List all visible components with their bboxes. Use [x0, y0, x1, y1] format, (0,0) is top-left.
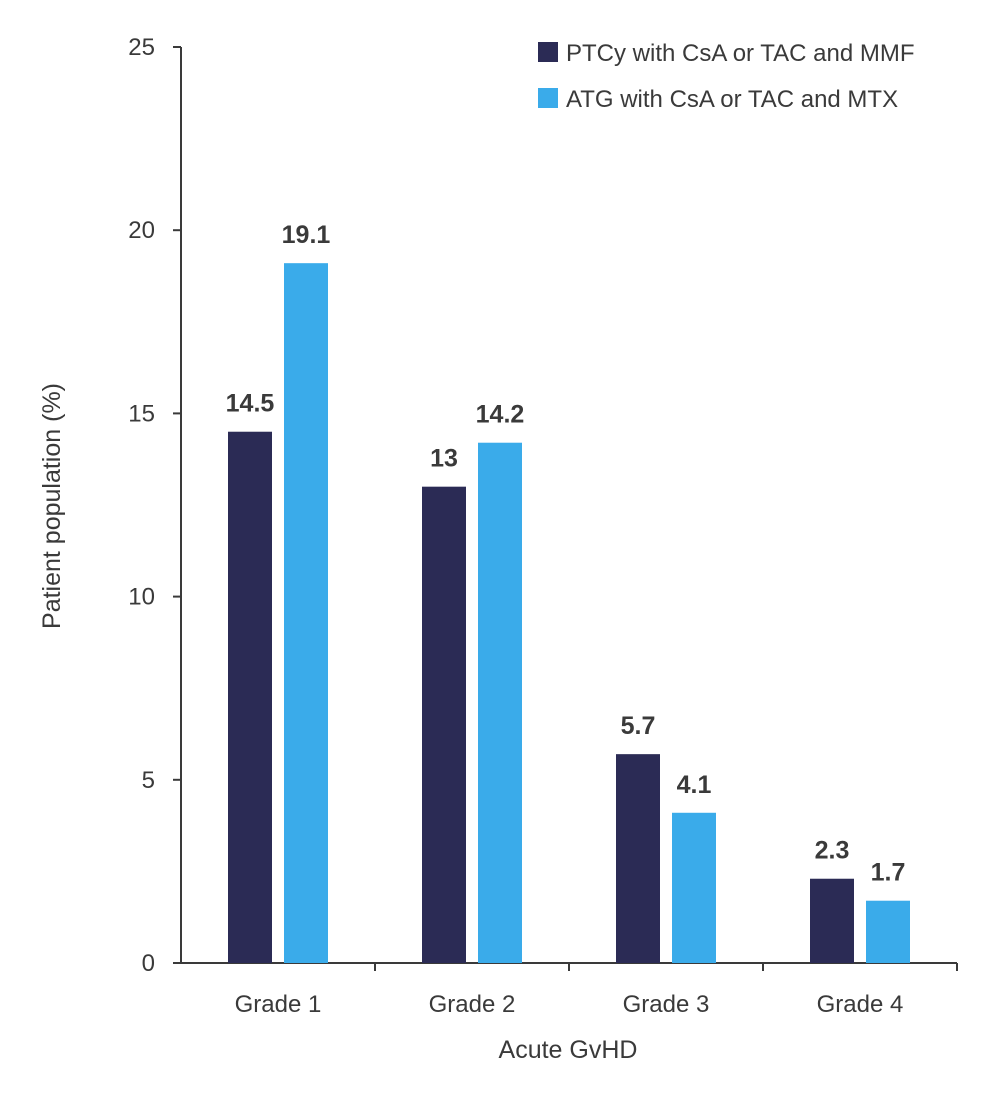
- x-tick-label: Grade 3: [623, 991, 710, 1018]
- y-tick-label: 20: [128, 217, 155, 244]
- legend-label: PTCy with CsA or TAC and MMF: [566, 40, 915, 67]
- data-label: 1.7: [871, 859, 906, 887]
- bar-series2-grade-2: [478, 442, 522, 963]
- x-tick-label: Grade 1: [235, 991, 322, 1018]
- y-tick-label: 0: [142, 950, 155, 977]
- bar-series1-grade-4: [810, 878, 854, 963]
- x-tick-label: Grade 2: [429, 991, 516, 1018]
- bars: [228, 263, 910, 964]
- x-axis: Grade 1 Grade 2 Grade 3 Grade 4: [181, 962, 958, 1018]
- bar-series2-grade-3: [672, 812, 716, 963]
- legend-label: ATG with CsA or TAC and MTX: [566, 86, 898, 113]
- data-label: 14.5: [226, 390, 275, 418]
- bar-series1-grade-2: [422, 486, 466, 963]
- legend: PTCy with CsA or TAC and MMF ATG with CsA…: [538, 40, 915, 113]
- bar-series2-grade-1: [284, 263, 328, 963]
- y-axis: 0 5 10 15 20 25: [128, 34, 182, 977]
- data-label: 13: [430, 445, 458, 473]
- x-axis-title: Acute GvHD: [499, 1036, 638, 1064]
- data-label: 2.3: [815, 837, 850, 865]
- y-tick-label: 5: [142, 767, 155, 794]
- data-label: 5.7: [621, 712, 656, 740]
- data-label: 19.1: [282, 221, 331, 249]
- legend-swatch: [538, 42, 558, 62]
- y-axis-title: Patient population (%): [38, 383, 66, 629]
- data-labels: 14.5 13 5.7 2.3 19.1 14.2 4.1 1.7: [226, 221, 906, 887]
- bar-series2-grade-4: [866, 900, 910, 963]
- y-tick-label: 25: [128, 34, 155, 61]
- bar-series1-grade-3: [616, 754, 660, 963]
- legend-swatch: [538, 88, 558, 108]
- bar-series1-grade-1: [228, 431, 272, 964]
- y-tick-label: 10: [128, 584, 155, 611]
- y-tick-label: 15: [128, 400, 155, 427]
- data-label: 14.2: [476, 401, 525, 429]
- data-label: 4.1: [677, 771, 712, 799]
- x-tick-label: Grade 4: [817, 991, 904, 1018]
